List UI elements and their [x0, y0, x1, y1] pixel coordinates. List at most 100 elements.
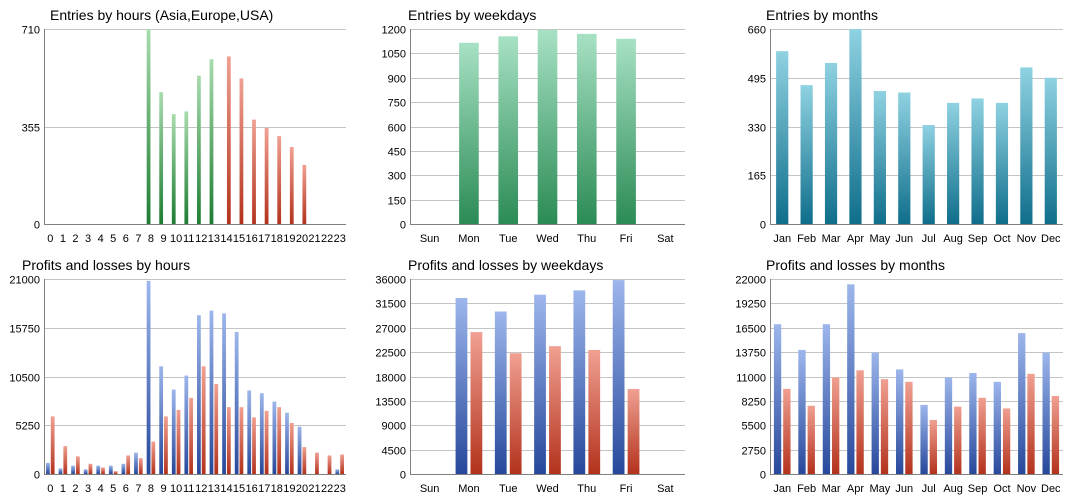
x-tick-label: 4: [98, 233, 104, 245]
bar-mint: [616, 38, 636, 224]
x-tick-label: 3: [85, 483, 91, 495]
y-tick-label: 0: [34, 470, 40, 482]
bar-blue: [895, 369, 904, 474]
bar-blue: [121, 463, 126, 474]
y-tick-label: 0: [760, 220, 766, 232]
x-tick-label: 22: [321, 233, 333, 245]
x-tick-label: Jan: [773, 233, 791, 245]
bar-teal: [971, 98, 984, 224]
bar-red: [164, 416, 168, 474]
bar-red: [929, 419, 938, 474]
x-tick-label: 5: [110, 483, 116, 495]
bar-red: [1002, 408, 1011, 474]
x-tick-label: 4: [98, 483, 104, 495]
x-tick-label: 10: [170, 483, 182, 495]
chart-title: Profits and losses by weekdays: [408, 257, 603, 273]
x-tick-label: Apr: [847, 483, 864, 495]
bar-red: [340, 454, 344, 474]
bar-teal: [947, 102, 960, 224]
bar-green: [184, 111, 189, 224]
y-tick-label: 450: [388, 147, 406, 159]
x-tick-label: Feb: [797, 483, 816, 495]
y-tick-label: 750: [388, 98, 406, 110]
x-tick-label: 8: [148, 233, 154, 245]
y-tick-label: 27000: [375, 324, 406, 336]
bar-blue: [272, 401, 277, 474]
bar-red: [1051, 396, 1060, 474]
chart-title: Entries by months: [766, 7, 878, 23]
bar-blue: [920, 404, 928, 474]
bar-teal: [1044, 77, 1057, 224]
y-tick-label: 9000: [382, 421, 406, 433]
x-tick-label: 12: [195, 233, 207, 245]
bar-red: [88, 463, 93, 474]
bar-red: [189, 397, 193, 474]
bar-green: [209, 59, 214, 224]
bar-blue: [46, 462, 50, 474]
bar-red: [856, 370, 864, 474]
x-tick-label: Jul: [922, 483, 936, 495]
y-tick-label: 900: [388, 74, 406, 86]
bar-blue: [534, 294, 546, 474]
x-tick-label: 14: [220, 233, 232, 245]
bar-blue: [96, 465, 101, 474]
bar-red: [226, 407, 231, 474]
y-tick-label: 495: [748, 74, 766, 86]
bar-teal: [1020, 67, 1033, 224]
bar-teal: [898, 92, 911, 224]
x-tick-label: Thu: [577, 483, 596, 495]
x-tick-label: 20: [296, 233, 308, 245]
x-tick-label: 15: [233, 483, 245, 495]
x-tick-label: 19: [283, 233, 295, 245]
bar-red: [277, 407, 282, 474]
bar-red: [239, 78, 244, 225]
bar-red: [470, 332, 483, 474]
bar-red: [201, 366, 206, 474]
x-tick-label: 2: [72, 233, 78, 245]
x-tick-label: 14: [220, 483, 232, 495]
y-tick-label: 2750: [742, 446, 766, 458]
x-tick-label: Dec: [1041, 483, 1061, 495]
bar-red: [289, 147, 294, 224]
bar-mint: [537, 29, 558, 224]
y-tick-label: 13750: [735, 348, 766, 360]
bar-blue: [134, 452, 138, 474]
y-tick-label: 165: [748, 171, 766, 183]
bar-red: [588, 349, 601, 474]
x-tick-label: 21: [308, 233, 320, 245]
bar-red: [176, 409, 181, 474]
bar-blue: [773, 324, 782, 474]
y-tick-label: 10500: [9, 373, 40, 385]
x-tick-label: 13: [208, 483, 220, 495]
bar-blue: [1042, 352, 1050, 474]
bar-blue: [822, 324, 831, 474]
x-tick-label: Nov: [1017, 483, 1037, 495]
x-tick-label: Sep: [968, 483, 988, 495]
bar-red: [252, 119, 256, 224]
y-tick-label: 22000: [735, 275, 766, 287]
x-tick-label: Wed: [536, 483, 558, 495]
y-tick-label: 18000: [375, 373, 406, 385]
bar-mint: [498, 36, 519, 224]
x-tick-label: 19: [283, 483, 295, 495]
bar-red: [549, 346, 561, 474]
x-tick-label: Oct: [993, 233, 1010, 245]
y-tick-label: 22500: [375, 348, 406, 360]
bar-blue: [297, 426, 302, 474]
bar-teal: [873, 91, 886, 224]
x-tick-label: Jun: [895, 233, 913, 245]
chart-title: Entries by hours (Asia,Europe,USA): [50, 7, 273, 23]
y-tick-label: 710: [22, 25, 40, 37]
bar-blue: [184, 375, 189, 474]
x-tick-label: 7: [135, 233, 141, 245]
y-tick-label: 0: [400, 220, 406, 232]
bar-blue: [234, 331, 239, 474]
chart-hours-entries: Entries by hours (Asia,Europe,USA)035571…: [22, 7, 346, 245]
bar-blue: [847, 284, 855, 474]
bar-red: [126, 455, 131, 474]
x-tick-label: Fri: [620, 483, 633, 495]
bar-red: [138, 458, 143, 474]
bar-red: [327, 455, 332, 474]
x-tick-label: May: [869, 233, 890, 245]
